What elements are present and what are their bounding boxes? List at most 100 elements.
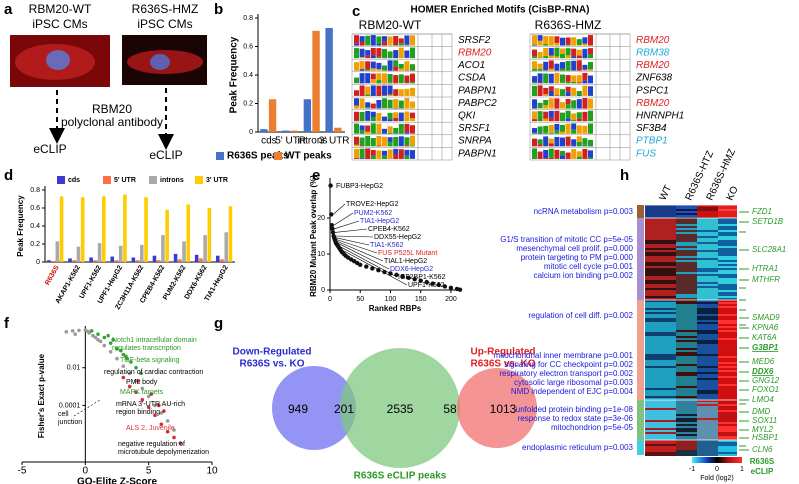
cluster-bar bbox=[637, 300, 644, 400]
x-tick-label: 5 bbox=[146, 466, 152, 477]
heatmap-cell bbox=[645, 308, 676, 310]
go-term: response to redox state p=3e-06 bbox=[518, 414, 634, 423]
heatmap-cell bbox=[718, 414, 737, 416]
motif-title: HOMER Enriched Motifs (CisBP-RNA) bbox=[411, 5, 590, 16]
heatmap-cell bbox=[697, 386, 718, 388]
bar bbox=[161, 235, 165, 262]
heatmap-cell bbox=[697, 310, 718, 312]
heatmap-cell bbox=[697, 346, 718, 348]
motif-logo bbox=[532, 128, 537, 133]
motif-logo bbox=[543, 99, 549, 106]
heatmap-cell bbox=[676, 402, 697, 404]
motif-logo bbox=[387, 94, 393, 96]
annotation: TIAL1-HepG2 bbox=[384, 258, 427, 265]
bar bbox=[178, 259, 182, 262]
heatmap-cell bbox=[676, 408, 697, 410]
heatmap-cell bbox=[718, 310, 737, 312]
y-tick-label: 10 bbox=[317, 251, 325, 258]
motif-logo bbox=[393, 35, 399, 46]
heatmap-cell bbox=[697, 416, 718, 418]
heatmap-cell bbox=[697, 380, 718, 382]
heatmap-cell bbox=[697, 290, 718, 292]
heatmap-cell bbox=[718, 232, 737, 234]
heatmap-cell bbox=[645, 230, 676, 232]
motif-logo bbox=[359, 145, 365, 147]
heatmap-cell bbox=[645, 260, 676, 262]
heatmap-cell bbox=[676, 400, 697, 402]
heatmap-cell bbox=[718, 238, 737, 240]
motif-logo bbox=[404, 61, 410, 71]
point bbox=[121, 352, 126, 357]
heatmap-cell bbox=[676, 266, 697, 268]
heatmap-cell bbox=[718, 416, 737, 418]
gene-label: FOXO1 bbox=[752, 385, 779, 394]
motif-logo bbox=[359, 98, 365, 108]
motif-logo bbox=[537, 63, 543, 70]
heatmap-cell bbox=[645, 220, 676, 222]
motif-logo bbox=[393, 127, 399, 134]
y-tick-label: 0 bbox=[249, 129, 253, 136]
y-tick-label: 0.4 bbox=[243, 72, 253, 79]
motif-logo bbox=[576, 112, 582, 119]
heatmap-cell bbox=[676, 310, 697, 312]
heatmap-cell bbox=[676, 422, 697, 424]
point bbox=[149, 392, 153, 396]
heatmap-cell bbox=[645, 284, 676, 286]
heatmap-cell bbox=[676, 414, 697, 416]
annotation: TROVE2-HepG2 bbox=[346, 201, 399, 208]
motif-logo bbox=[354, 62, 359, 71]
motif-gene: RBM20 bbox=[636, 35, 670, 46]
motif-logo bbox=[365, 148, 371, 159]
heatmap-cell bbox=[676, 280, 697, 282]
heatmap-cell bbox=[718, 376, 737, 378]
motif-logo bbox=[560, 150, 565, 156]
legend-swatch bbox=[274, 152, 282, 160]
motif-logo bbox=[560, 107, 565, 109]
heatmap-cell bbox=[645, 292, 676, 294]
heatmap-cell bbox=[697, 454, 718, 456]
motif-logo bbox=[571, 56, 577, 59]
motif-logo bbox=[382, 65, 387, 71]
motif-logo bbox=[532, 61, 537, 69]
heatmap-cell bbox=[718, 288, 737, 290]
heatmap-cell bbox=[676, 222, 697, 224]
heatmap-cell bbox=[676, 207, 697, 209]
heatmap-cell bbox=[676, 360, 697, 362]
heatmap-cell bbox=[718, 226, 737, 228]
point bbox=[124, 354, 128, 359]
heatmap-cell bbox=[676, 324, 697, 326]
heatmap-cell bbox=[676, 316, 697, 318]
heatmap-cell bbox=[645, 218, 676, 220]
heatmap-cell bbox=[645, 276, 676, 278]
heatmap-cell bbox=[645, 244, 676, 246]
motif-logo bbox=[543, 36, 549, 45]
motif-gene: RBM38 bbox=[636, 48, 670, 59]
motif-logo bbox=[565, 91, 571, 96]
column-label: WT bbox=[658, 184, 675, 203]
motif-logo bbox=[588, 61, 593, 70]
heatmap-cell bbox=[645, 374, 676, 376]
x-tick-label: 3' UTR bbox=[319, 136, 350, 147]
motif-logo bbox=[359, 61, 365, 70]
motif-logo bbox=[548, 107, 554, 109]
motif-logo bbox=[548, 132, 554, 134]
method-label: eCLIP bbox=[33, 142, 66, 156]
motif-logo bbox=[404, 132, 410, 134]
motif-logo bbox=[548, 73, 554, 84]
heatmap-cell bbox=[645, 280, 676, 282]
motif-logo bbox=[565, 157, 571, 159]
point bbox=[159, 422, 164, 427]
motif-logo bbox=[382, 82, 387, 84]
heatmap-cell bbox=[697, 406, 718, 408]
heatmap-cell bbox=[645, 258, 676, 260]
heatmap-cell bbox=[676, 370, 697, 372]
heatmap-cell bbox=[718, 454, 737, 456]
motif-logo bbox=[576, 49, 582, 56]
motif-logo bbox=[532, 132, 537, 134]
go-term: endoplasmic reticulum p=0.003 bbox=[522, 443, 634, 452]
motif-logo bbox=[548, 117, 554, 122]
point bbox=[96, 332, 100, 336]
motif-logo bbox=[365, 50, 371, 56]
motif-heading: RBM20-WT bbox=[359, 18, 422, 32]
motif-logo bbox=[370, 103, 376, 109]
